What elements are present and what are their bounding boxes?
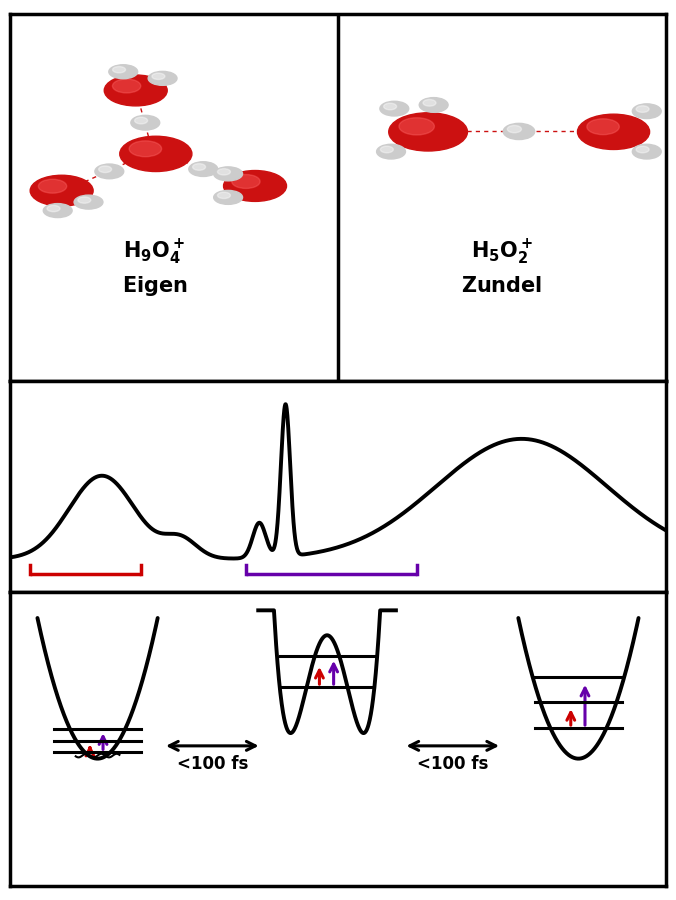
Ellipse shape: [95, 164, 124, 179]
Ellipse shape: [636, 106, 649, 112]
Text: <100 fs: <100 fs: [176, 755, 248, 773]
Ellipse shape: [39, 179, 67, 194]
Ellipse shape: [389, 112, 467, 151]
Text: $\mathbf{Eigen}$: $\mathbf{Eigen}$: [122, 274, 187, 298]
Ellipse shape: [218, 168, 231, 175]
Ellipse shape: [148, 71, 177, 86]
Ellipse shape: [189, 162, 218, 176]
Text: $\mathbf{H_9O_4^+}$: $\mathbf{H_9O_4^+}$: [124, 238, 185, 267]
Ellipse shape: [214, 191, 243, 204]
Text: $\mathbf{Zundel}$: $\mathbf{Zundel}$: [461, 275, 543, 295]
Ellipse shape: [503, 123, 535, 140]
Ellipse shape: [224, 170, 287, 202]
Text: <100 fs: <100 fs: [417, 755, 489, 773]
Ellipse shape: [381, 146, 393, 153]
Ellipse shape: [419, 97, 448, 112]
Ellipse shape: [113, 67, 126, 73]
Ellipse shape: [193, 164, 206, 170]
Ellipse shape: [74, 195, 103, 209]
Ellipse shape: [587, 119, 619, 135]
Ellipse shape: [380, 102, 409, 116]
Ellipse shape: [377, 144, 406, 159]
Ellipse shape: [120, 136, 192, 172]
Ellipse shape: [636, 146, 649, 153]
Ellipse shape: [507, 125, 521, 132]
Ellipse shape: [109, 65, 138, 78]
Ellipse shape: [214, 166, 243, 181]
Ellipse shape: [78, 197, 91, 203]
Ellipse shape: [43, 203, 72, 218]
Ellipse shape: [129, 140, 162, 157]
Ellipse shape: [218, 193, 231, 199]
Ellipse shape: [30, 176, 93, 206]
Ellipse shape: [399, 118, 435, 135]
Ellipse shape: [131, 115, 160, 130]
Ellipse shape: [577, 114, 650, 149]
Ellipse shape: [135, 117, 147, 124]
Ellipse shape: [423, 100, 436, 106]
Ellipse shape: [47, 205, 60, 212]
Ellipse shape: [99, 166, 112, 173]
Ellipse shape: [632, 104, 661, 119]
Ellipse shape: [104, 75, 167, 106]
Text: $\mathbf{H_5O_2^+}$: $\mathbf{H_5O_2^+}$: [471, 238, 533, 267]
Ellipse shape: [232, 175, 260, 188]
Ellipse shape: [152, 73, 165, 79]
Ellipse shape: [632, 144, 661, 159]
Ellipse shape: [112, 79, 141, 93]
Ellipse shape: [384, 104, 397, 110]
